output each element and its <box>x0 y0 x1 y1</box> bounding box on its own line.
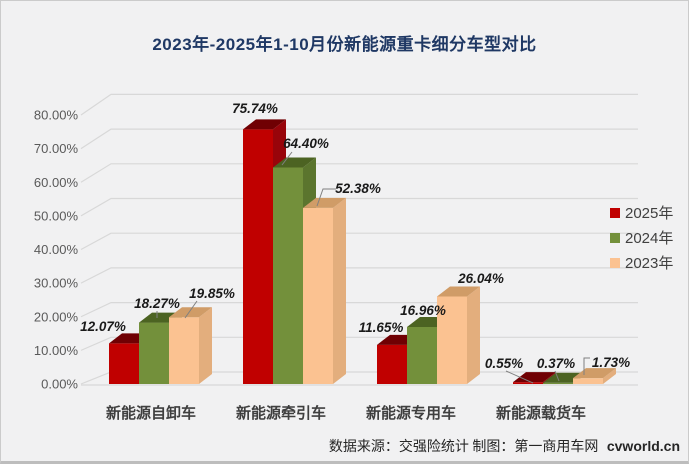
y-tick-label: 0.00% <box>41 377 78 392</box>
data-label-leader-line <box>281 151 293 166</box>
data-label-2025年-新能源载货车: 0.55% <box>485 356 523 371</box>
data-label-2023年-新能源牵引车: 52.38% <box>335 181 381 196</box>
data-label-2023年-新能源专用车: 26.04% <box>457 271 504 286</box>
legend-swatch-icon <box>610 232 620 243</box>
category-label-新能源专用车: 新能源专用车 <box>365 406 457 422</box>
footer-site: cvworld.cn <box>606 438 680 454</box>
footer-credit: 数据来源：交强险统计 制图：第一商用车网 cvworld.cn <box>329 436 680 456</box>
chart-title: 2023年-2025年1-10月份新能源重卡细分车型对比 <box>152 35 537 54</box>
data-label-2025年-新能源自卸车: 12.07% <box>80 319 126 334</box>
legend: 2025年 2024年 2023年 <box>610 200 673 275</box>
bar-2023年-新能源自卸车 <box>169 307 212 384</box>
legend-label: 2024年 <box>625 230 674 247</box>
data-label-leader-line <box>505 370 534 384</box>
footer-source: 数据来源：交强险统计 <box>328 440 469 455</box>
legend-item-2024年: 2024年 <box>610 225 673 250</box>
y-tick-label: 20.00% <box>34 309 79 324</box>
data-label-2025年-新能源牵引车: 75.74% <box>232 101 278 116</box>
data-label-2023年-新能源载货车: 1.73% <box>592 355 630 370</box>
legend-item-2023年: 2023年 <box>610 250 673 275</box>
legend-label: 2023年 <box>625 255 674 272</box>
bar-2023年-新能源牵引车 <box>303 197 346 384</box>
data-label-leader-line <box>184 300 198 319</box>
data-label-2024年-新能源自卸车: 18.27% <box>134 296 180 311</box>
y-tick-label: 40.00% <box>34 242 79 257</box>
data-label-leader-line <box>554 370 560 382</box>
data-label-2023年-新能源自卸车: 19.85% <box>189 286 235 301</box>
y-tick-label: 50.00% <box>34 208 79 223</box>
data-label-2024年-新能源专用车: 16.96% <box>400 303 446 318</box>
category-label-新能源自卸车: 新能源自卸车 <box>105 406 197 422</box>
gridline <box>80 163 638 183</box>
gridline <box>80 232 638 251</box>
legend-swatch-icon <box>610 257 620 268</box>
gridline <box>80 267 638 284</box>
bar-2023年-新能源载货车 <box>573 368 616 384</box>
y-tick-label: 80.00% <box>34 108 79 123</box>
y-tick-label: 30.00% <box>34 276 79 291</box>
bar-2023年-新能源专用车 <box>437 286 480 384</box>
data-label-2024年-新能源牵引车: 64.40% <box>283 136 329 151</box>
y-tick-label: 60.00% <box>34 175 79 190</box>
y-tick-label: 10.00% <box>34 343 79 358</box>
gridline <box>80 197 638 217</box>
gridline <box>80 93 638 116</box>
footer-author: 制图：第一商用车网 <box>472 440 599 455</box>
data-label-2025年-新能源专用车: 11.65% <box>359 320 404 335</box>
data-label-2024年-新能源载货车: 0.37% <box>537 356 575 371</box>
data-label-leader-line <box>583 357 590 375</box>
y-tick-label: 70.00% <box>34 141 79 156</box>
data-label-leader-line <box>316 188 336 207</box>
legend-item-2025年: 2025年 <box>610 200 673 225</box>
category-label-新能源牵引车: 新能源牵引车 <box>235 406 327 422</box>
legend-swatch-icon <box>610 207 620 218</box>
gridline <box>80 128 638 150</box>
category-label-新能源载货车: 新能源载货车 <box>495 406 587 422</box>
legend-label: 2025年 <box>625 205 674 222</box>
